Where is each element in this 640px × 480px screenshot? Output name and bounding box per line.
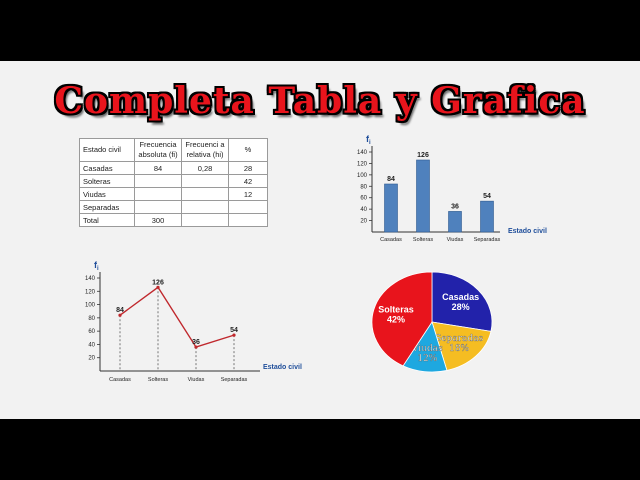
y-axis-title: fi	[366, 134, 371, 146]
table-cell: Separadas	[79, 200, 135, 214]
table-cell: 84	[134, 161, 182, 175]
table-cell	[134, 200, 182, 214]
y-tick-label: 120	[85, 289, 96, 295]
slice-percent: 28%	[452, 302, 470, 312]
y-tick-label: 60	[360, 196, 367, 202]
table-row: Casadas 84 0,28 28	[79, 161, 268, 175]
slice-percent: 12%	[417, 354, 437, 364]
x-tick-label: Solteras	[148, 377, 168, 383]
y-tick-label: 20	[88, 356, 95, 362]
x-tick-label: Casadas	[380, 237, 402, 243]
bar	[448, 211, 462, 233]
y-tick-label: 20	[360, 219, 367, 225]
slice-percent: 42%	[387, 314, 405, 324]
table-cell	[181, 213, 229, 227]
header-percent: %	[228, 138, 268, 162]
pie-slice	[431, 321, 492, 371]
table-cell: 300	[134, 213, 182, 227]
table-cell: 42	[228, 174, 268, 188]
slice-label: Separadas	[435, 334, 483, 344]
y-tick-label: 140	[85, 276, 96, 282]
table-header-row: Estado civil Frecuencia absoluta (fi) Fr…	[79, 138, 268, 162]
table-cell: Viudas	[79, 187, 135, 201]
header-frecuencia-relativa: Frecuenci a relativa (hi)	[181, 138, 229, 162]
slice-label: Solteras	[378, 304, 414, 314]
line-chart: 20 40 60 80 100 120 140 fi Estado civil Casadas So…	[85, 260, 302, 383]
data-label: 54	[483, 193, 491, 200]
bar-chart: 20 40 60 80 100 120 140 fi Estado civil 84 Casadas…	[357, 134, 547, 243]
table-row: Solteras 42	[79, 174, 268, 188]
data-label: 84	[387, 176, 395, 183]
bar	[480, 200, 494, 233]
y-tick-label: 80	[360, 184, 367, 190]
table-row: Total 300	[79, 213, 268, 227]
header-frecuencia-absoluta: Frecuencia absoluta (fi)	[134, 138, 182, 162]
data-point	[156, 285, 160, 289]
x-tick-label: Separadas	[221, 377, 248, 383]
data-label: 36	[192, 339, 200, 346]
content-panel	[0, 61, 640, 419]
x-tick-label: Solteras	[413, 237, 433, 243]
table-cell: Solteras	[79, 174, 135, 188]
table-cell: 12	[228, 187, 268, 201]
x-axis-title: Estado civil	[263, 364, 302, 371]
data-label: 126	[417, 152, 429, 159]
frequency-table: Estado civil Frecuencia absoluta (fi) Fr…	[79, 138, 268, 227]
slice-label: Viudas	[411, 344, 443, 354]
pie-slice	[371, 271, 433, 367]
y-tick-label: 100	[357, 173, 368, 179]
y-tick-label: 80	[88, 316, 95, 322]
table-cell: Total	[79, 213, 135, 227]
table-cell	[228, 213, 268, 227]
table-cell	[181, 200, 229, 214]
y-tick-label: 60	[88, 329, 95, 335]
data-point	[118, 313, 122, 317]
x-tick-label: Separadas	[474, 237, 501, 243]
x-tick-label: Viudas	[188, 377, 205, 383]
header-estado-civil: Estado civil	[79, 138, 135, 162]
table-cell	[134, 174, 182, 188]
page-title: Completa Tabla y Grafica	[54, 80, 586, 122]
table-cell	[181, 187, 229, 201]
x-axis-title: Estado civil	[508, 228, 547, 235]
y-tick-label: 140	[357, 150, 368, 156]
data-label: 36	[451, 203, 459, 210]
table-cell: Casadas	[79, 161, 135, 175]
x-tick-label: Casadas	[109, 377, 131, 383]
table-cell	[228, 200, 268, 214]
series-line	[119, 286, 235, 348]
slice-label: Casadas	[442, 292, 479, 302]
table-cell: 28	[228, 161, 268, 175]
y-tick-label: 40	[88, 342, 95, 348]
table-row: Viudas 12	[79, 187, 268, 201]
table-row: Separadas	[79, 200, 268, 214]
data-point	[232, 333, 236, 337]
data-label: 84	[116, 307, 124, 314]
bar	[416, 159, 430, 233]
data-point	[194, 345, 198, 349]
data-label: 54	[230, 327, 238, 334]
y-tick-label: 120	[357, 161, 368, 167]
pie-slice	[431, 271, 493, 332]
data-label: 126	[152, 279, 164, 286]
table-cell	[134, 187, 182, 201]
bar	[384, 183, 398, 233]
table-cell: 0,28	[181, 161, 229, 175]
y-axis-title: fi	[94, 260, 99, 272]
table-cell	[181, 174, 229, 188]
y-tick-label: 100	[85, 303, 96, 309]
slice-percent: 18%	[449, 344, 469, 354]
x-tick-label: Viudas	[447, 237, 464, 243]
y-tick-label: 40	[360, 207, 367, 213]
